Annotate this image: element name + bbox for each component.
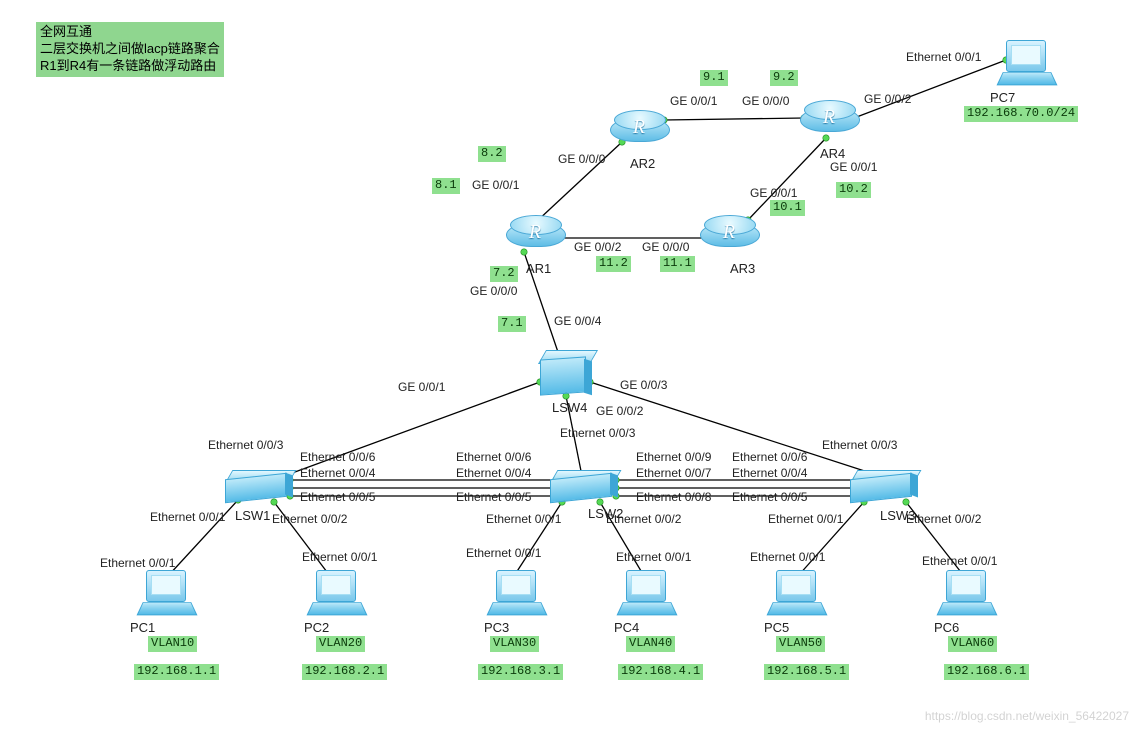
device-lsw4 (534, 350, 594, 398)
port-label: GE 0/0/2 (864, 92, 911, 106)
port-label: Ethernet 0/0/5 (732, 490, 807, 504)
device-pc4 (620, 570, 674, 620)
port-label: GE 0/0/1 (830, 160, 877, 174)
device-ar2: R (610, 110, 668, 148)
device-ar3: R (700, 215, 758, 253)
device-lsw2 (550, 470, 618, 504)
port-label: Ethernet 0/0/1 (302, 550, 377, 564)
device-label-lsw1: LSW1 (235, 508, 270, 523)
port-label: GE 0/0/3 (620, 378, 667, 392)
port-label: Ethernet 0/0/3 (560, 426, 635, 440)
ip-tag: 8.1 (432, 178, 460, 194)
port-label: GE 0/0/1 (670, 94, 717, 108)
port-label: Ethernet 0/0/2 (272, 512, 347, 526)
device-pc2 (310, 570, 364, 620)
port-label: Ethernet 0/0/1 (616, 550, 691, 564)
port-label: Ethernet 0/0/6 (732, 450, 807, 464)
port-label: Ethernet 0/0/1 (906, 50, 981, 64)
ip-tag: 192.168.1.1 (134, 664, 219, 680)
ip-tag: 7.2 (490, 266, 518, 282)
port-label: Ethernet 0/0/1 (768, 512, 843, 526)
port-label: Ethernet 0/0/1 (922, 554, 997, 568)
ip-tag: 192.168.2.1 (302, 664, 387, 680)
port-label: Ethernet 0/0/6 (300, 450, 375, 464)
ip-tag: VLAN20 (316, 636, 365, 652)
device-label-pc1: PC1 (130, 620, 155, 635)
port-label: Ethernet 0/0/8 (636, 490, 711, 504)
port-label: Ethernet 0/0/5 (300, 490, 375, 504)
port-label: GE 0/0/4 (554, 314, 601, 328)
ip-tag: VLAN50 (776, 636, 825, 652)
port-label: GE 0/0/2 (574, 240, 621, 254)
ip-tag: 7.1 (498, 316, 526, 332)
port-label: Ethernet 0/0/3 (208, 438, 283, 452)
device-lsw3 (850, 470, 918, 504)
ip-tag: 10.2 (836, 182, 871, 198)
device-ar4: R (800, 100, 858, 138)
port-label: Ethernet 0/0/1 (486, 512, 561, 526)
device-pc6 (940, 570, 994, 620)
ip-tag: 9.2 (770, 70, 798, 86)
port-label: Ethernet 0/0/3 (822, 438, 897, 452)
device-label-ar4: AR4 (820, 146, 845, 161)
device-pc3 (490, 570, 544, 620)
port-label: Ethernet 0/0/1 (466, 546, 541, 560)
ip-tag: VLAN40 (626, 636, 675, 652)
device-label-ar2: AR2 (630, 156, 655, 171)
description-note: 全网互通 二层交换机之间做lacp链路聚合 R1到R4有一条链路做浮动路由 (36, 22, 224, 77)
port-label: GE 0/0/0 (642, 240, 689, 254)
ip-tag: 8.2 (478, 146, 506, 162)
port-label: Ethernet 0/0/6 (456, 450, 531, 464)
ip-tag: VLAN10 (148, 636, 197, 652)
ip-tag: 192.168.4.1 (618, 664, 703, 680)
ip-tag: 192.168.6.1 (944, 664, 1029, 680)
ip-tag: 11.2 (596, 256, 631, 272)
device-label-lsw4: LSW4 (552, 400, 587, 415)
device-pc1 (140, 570, 194, 620)
port-label: GE 0/0/0 (470, 284, 517, 298)
port-label: Ethernet 0/0/7 (636, 466, 711, 480)
device-label-pc5: PC5 (764, 620, 789, 635)
device-pc5 (770, 570, 824, 620)
device-label-pc7: PC7 (990, 90, 1015, 105)
ip-tag: VLAN30 (490, 636, 539, 652)
port-label: Ethernet 0/0/2 (906, 512, 981, 526)
device-pc7 (1000, 40, 1054, 90)
ip-tag: 192.168.5.1 (764, 664, 849, 680)
port-label: Ethernet 0/0/1 (750, 550, 825, 564)
port-label: Ethernet 0/0/1 (100, 556, 175, 570)
port-label: Ethernet 0/0/9 (636, 450, 711, 464)
port-label: Ethernet 0/0/4 (456, 466, 531, 480)
watermark: https://blog.csdn.net/weixin_56422027 (925, 709, 1129, 723)
ip-tag: 9.1 (700, 70, 728, 86)
ip-tag: 11.1 (660, 256, 695, 272)
device-label-pc2: PC2 (304, 620, 329, 635)
port-label: GE 0/0/0 (742, 94, 789, 108)
port-label: Ethernet 0/0/2 (606, 512, 681, 526)
port-label: GE 0/0/1 (472, 178, 519, 192)
port-label: Ethernet 0/0/5 (456, 490, 531, 504)
port-label: Ethernet 0/0/4 (300, 466, 375, 480)
device-label-pc3: PC3 (484, 620, 509, 635)
device-label-ar3: AR3 (730, 261, 755, 276)
device-label-ar1: AR1 (526, 261, 551, 276)
port-label: GE 0/0/1 (750, 186, 797, 200)
port-label: Ethernet 0/0/4 (732, 466, 807, 480)
ip-tag: 10.1 (770, 200, 805, 216)
ip-tag: 192.168.70.0/24 (964, 106, 1078, 122)
device-label-pc6: PC6 (934, 620, 959, 635)
ip-tag: 192.168.3.1 (478, 664, 563, 680)
port-label: GE 0/0/1 (398, 380, 445, 394)
device-ar1: R (506, 215, 564, 253)
device-label-pc4: PC4 (614, 620, 639, 635)
port-label: Ethernet 0/0/1 (150, 510, 225, 524)
port-label: GE 0/0/2 (596, 404, 643, 418)
ip-tag: VLAN60 (948, 636, 997, 652)
device-lsw1 (225, 470, 293, 504)
port-label: GE 0/0/0 (558, 152, 605, 166)
